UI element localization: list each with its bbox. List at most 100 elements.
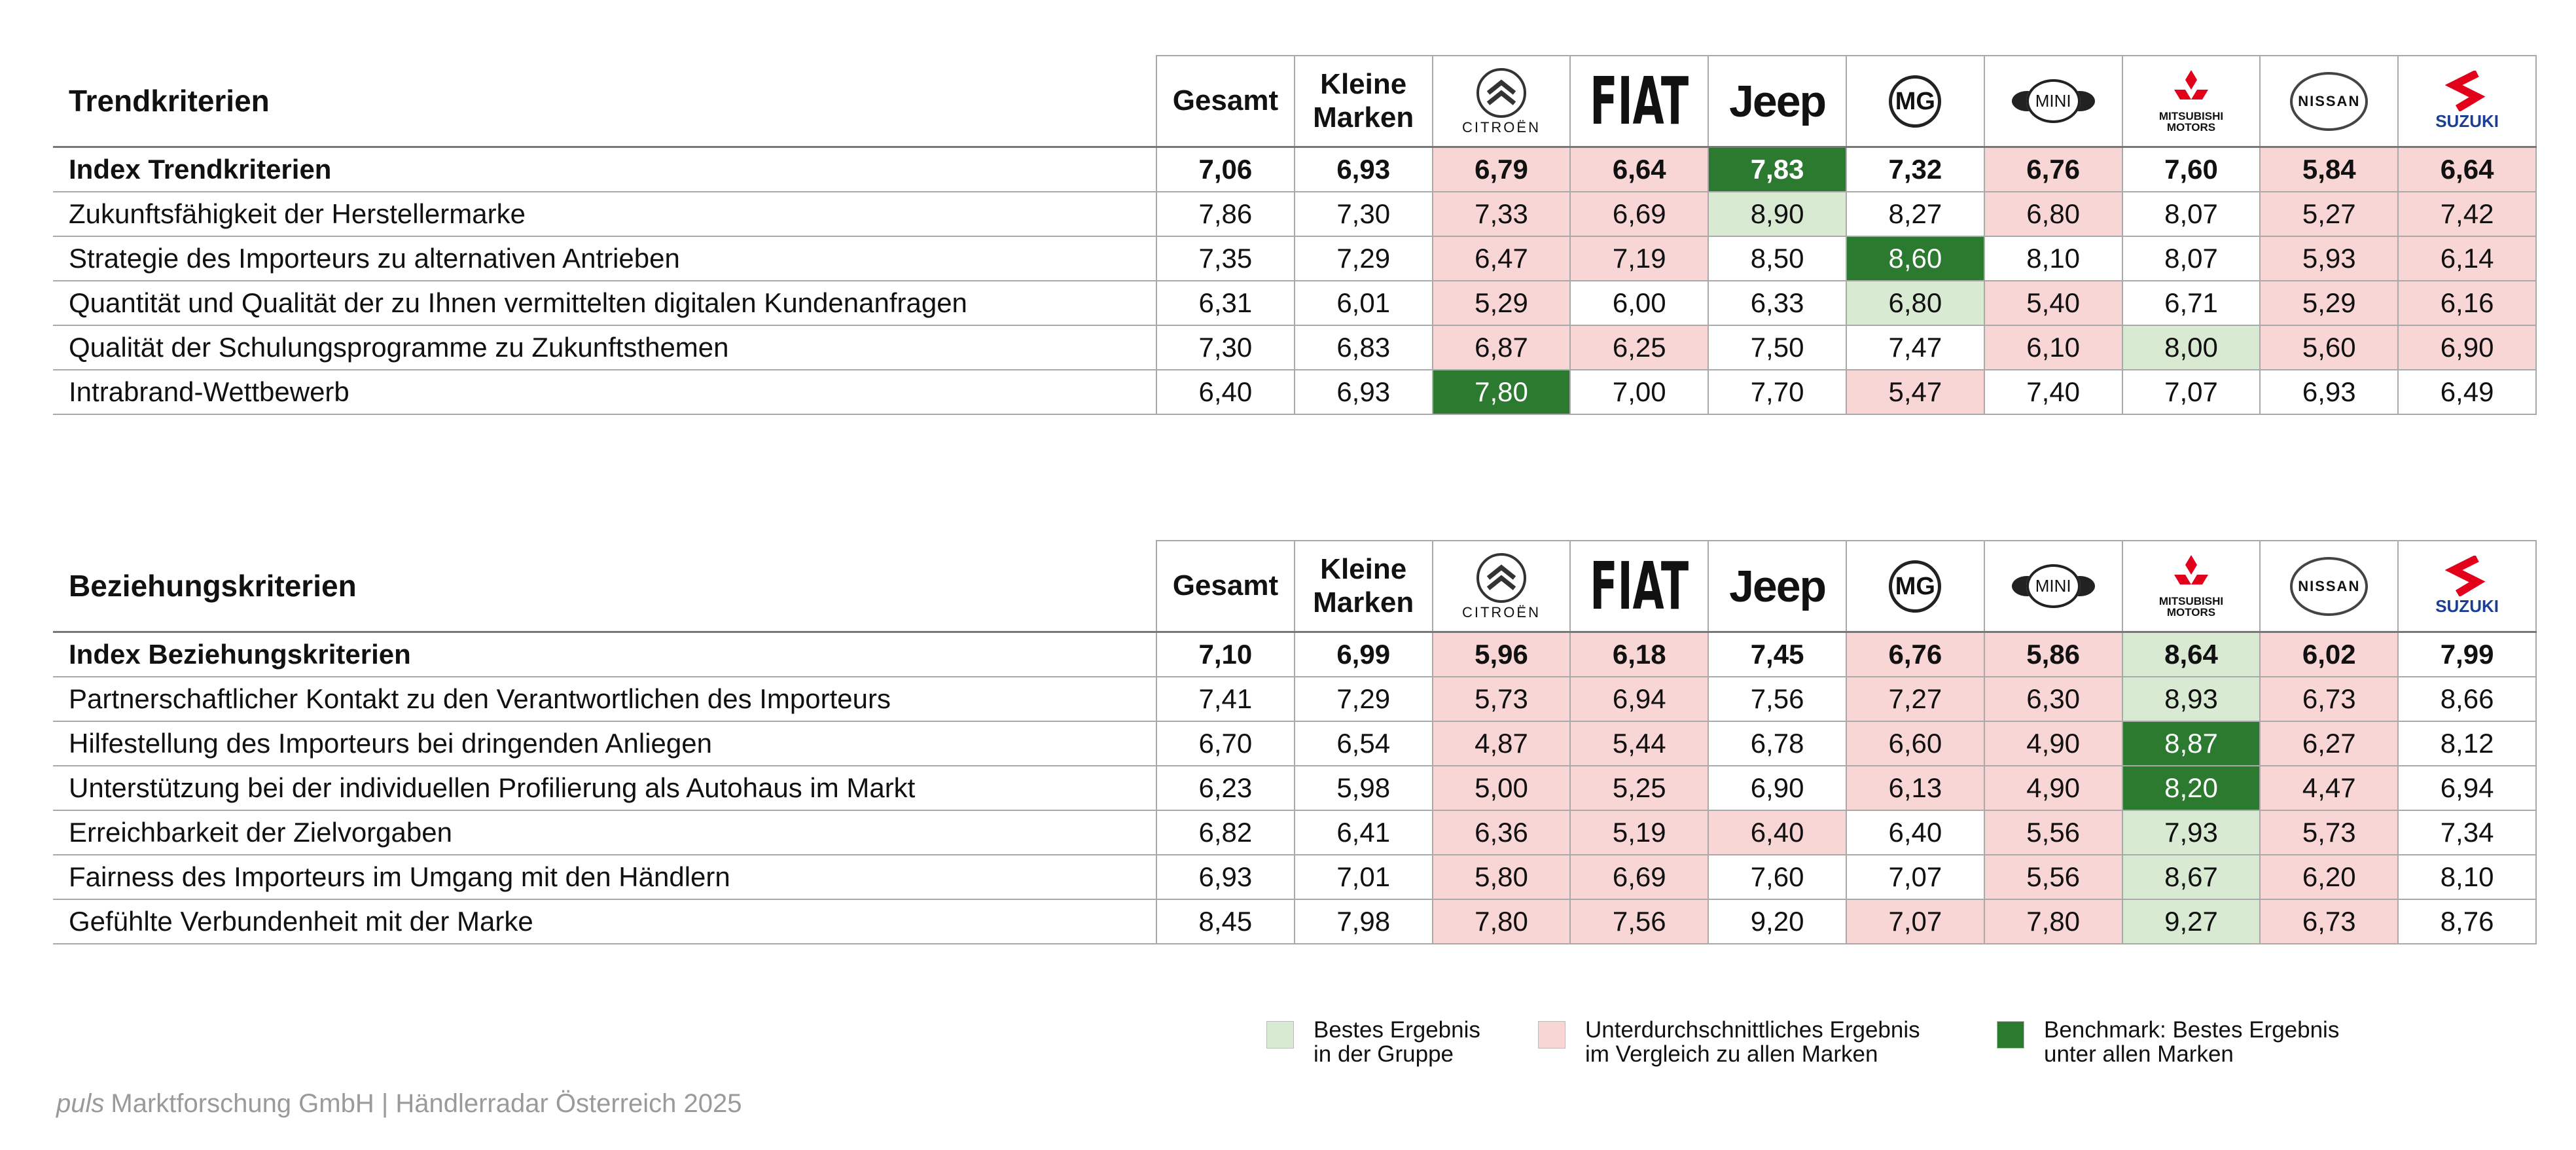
header-row: Trendkriterien Gesamt Kleine Marken CITROËN… xyxy=(53,55,2537,148)
brand-header: Jeep xyxy=(1708,55,1847,148)
brand-name: SUZUKI xyxy=(2435,111,2499,131)
table-row: Index Trendkriterien 7,06 6,93 6,79 6,64 7,83… xyxy=(53,146,2537,192)
row-label: Hilfestellung des Importeurs bei dringen… xyxy=(53,721,1157,766)
table-row: Hilfestellung des Importeurs bei dringen… xyxy=(53,721,2537,766)
row-label: Erreichbarkeit der Zielvorgaben xyxy=(53,810,1157,855)
value-cell: 5,80 xyxy=(1431,854,1571,900)
value-cell: 6,27 xyxy=(2259,721,2399,766)
value-cell: 7,60 xyxy=(2121,146,2261,192)
value-cell: 8,07 xyxy=(2121,236,2261,281)
value-cell: 6,80 xyxy=(1983,191,2123,237)
value-cell: 7,80 xyxy=(1983,899,2123,944)
value-cell: 7,32 xyxy=(1845,146,1985,192)
value-cell: 7,06 xyxy=(1156,146,1295,192)
legend-swatch xyxy=(1266,1021,1294,1049)
table-row: Strategie des Importeurs zu alternativen… xyxy=(53,236,2537,281)
value-cell: 7,60 xyxy=(1708,854,1847,900)
value-cell: 8,07 xyxy=(2121,191,2261,237)
brand-logo: CITROËN xyxy=(1433,56,1570,146)
value-cell: 7,00 xyxy=(1569,369,1709,415)
legend-line: Benchmark: Bestes Ergebnis xyxy=(2044,1017,2340,1043)
value-cell: 8,93 xyxy=(2121,676,2261,722)
value-cell: 7,07 xyxy=(1845,899,1985,944)
value-cell: 7,35 xyxy=(1156,236,1295,281)
value-cell: 6,18 xyxy=(1569,631,1709,677)
table-row: Index Beziehungskriterien 7,10 6,99 5,96 6,1… xyxy=(53,631,2537,677)
table-title: Trendkriterien xyxy=(53,56,1157,148)
brand-header: CITROËN xyxy=(1431,540,1571,633)
value-cell: 6,76 xyxy=(1983,146,2123,192)
brand-logo: NISSAN xyxy=(2261,541,2397,631)
value-cell: 7,40 xyxy=(1983,369,2123,415)
value-cell: 7,10 xyxy=(1156,631,1295,677)
brand-name: FIAT xyxy=(1590,548,1689,624)
row-label: Fairness des Importeurs im Umgang mit de… xyxy=(53,854,1157,900)
row-label: Index Trendkriterien xyxy=(53,146,1157,192)
data-table: Beziehungskriterien Gesamt Kleine Marken CI… xyxy=(53,540,2537,944)
brand-header: Jeep xyxy=(1708,540,1847,633)
value-cell: 7,45 xyxy=(1708,631,1847,677)
logo-icon xyxy=(2444,556,2486,596)
brand-logo: NISSAN xyxy=(2261,56,2397,146)
value-cell: 8,50 xyxy=(1708,236,1847,281)
value-cell: 8,87 xyxy=(2121,721,2261,766)
value-cell: 8,67 xyxy=(2121,854,2261,900)
value-cell: 7,99 xyxy=(2397,631,2537,677)
value-cell: 4,90 xyxy=(1983,721,2123,766)
brand-name: CITROËN xyxy=(1461,603,1541,620)
value-cell: 6,82 xyxy=(1156,810,1295,855)
value-cell: 6,49 xyxy=(2397,369,2537,415)
value-cell: 6,73 xyxy=(2259,899,2399,944)
value-cell: 5,00 xyxy=(1431,765,1571,811)
logo-icon xyxy=(2444,71,2486,111)
column-header: Gesamt xyxy=(1156,55,1295,148)
legend-text: Benchmark: Bestes Ergebnis unter allen Ma… xyxy=(2044,1018,2339,1067)
value-cell: 6,41 xyxy=(1293,810,1433,855)
logo-icon xyxy=(2174,69,2208,99)
column-header: Gesamt xyxy=(1156,540,1295,633)
brand-header: MINI xyxy=(1983,540,2123,633)
row-label: Quantität und Qualität der zu Ihnen verm… xyxy=(53,280,1157,326)
value-cell: 7,29 xyxy=(1293,676,1433,722)
value-cell: 7,80 xyxy=(1431,899,1571,944)
header-row: Beziehungskriterien Gesamt Kleine Marken CI… xyxy=(53,540,2537,633)
value-cell: 5,44 xyxy=(1569,721,1709,766)
brand-header: MG xyxy=(1845,540,1985,633)
value-cell: 6,30 xyxy=(1983,676,2123,722)
value-cell: 8,10 xyxy=(2397,854,2537,900)
brand-header: SUZUKI xyxy=(2397,540,2537,633)
value-cell: 7,56 xyxy=(1708,676,1847,722)
brand-logo: MG xyxy=(1847,541,1984,631)
value-cell: 6,20 xyxy=(2259,854,2399,900)
value-cell: 6,40 xyxy=(1156,369,1295,415)
brand-header: CITROËN xyxy=(1431,55,1571,148)
value-cell: 6,90 xyxy=(2397,325,2537,370)
value-cell: 7,47 xyxy=(1845,325,1985,370)
value-cell: 8,66 xyxy=(2397,676,2537,722)
value-cell: 6,94 xyxy=(2397,765,2537,811)
value-cell: 6,73 xyxy=(2259,676,2399,722)
brand-header: FIAT xyxy=(1569,55,1709,148)
value-cell: 8,45 xyxy=(1156,899,1295,944)
value-cell: 5,29 xyxy=(2259,280,2399,326)
brand-logo: SUZUKI xyxy=(2399,56,2535,146)
value-cell: 9,27 xyxy=(2121,899,2261,944)
legend-line: Bestes Ergebnis xyxy=(1314,1017,1480,1043)
value-cell: 6,54 xyxy=(1293,721,1433,766)
legend-item: Bestes Ergebnis in der Gruppe xyxy=(1266,1018,1480,1067)
row-label: Gefühlte Verbundenheit mit der Marke xyxy=(53,899,1157,944)
value-cell: 5,25 xyxy=(1569,765,1709,811)
logo-icon xyxy=(1476,67,1526,118)
value-cell: 7,80 xyxy=(1431,369,1571,415)
legend-line: unter allen Marken xyxy=(2044,1041,2234,1067)
brand-logo: Jeep xyxy=(1709,541,1846,631)
value-cell: 4,90 xyxy=(1983,765,2123,811)
brand-header: NISSAN xyxy=(2259,55,2399,148)
footer: puls Marktforschung GmbH | Händlerradar Ö… xyxy=(56,1089,742,1119)
value-cell: 6,69 xyxy=(1569,191,1709,237)
table-row: Gefühlte Verbundenheit mit der Marke 8,45… xyxy=(53,899,2537,944)
row-label: Strategie des Importeurs zu alternativen… xyxy=(53,236,1157,281)
value-cell: 6,69 xyxy=(1569,854,1709,900)
value-cell: 6,31 xyxy=(1156,280,1295,326)
